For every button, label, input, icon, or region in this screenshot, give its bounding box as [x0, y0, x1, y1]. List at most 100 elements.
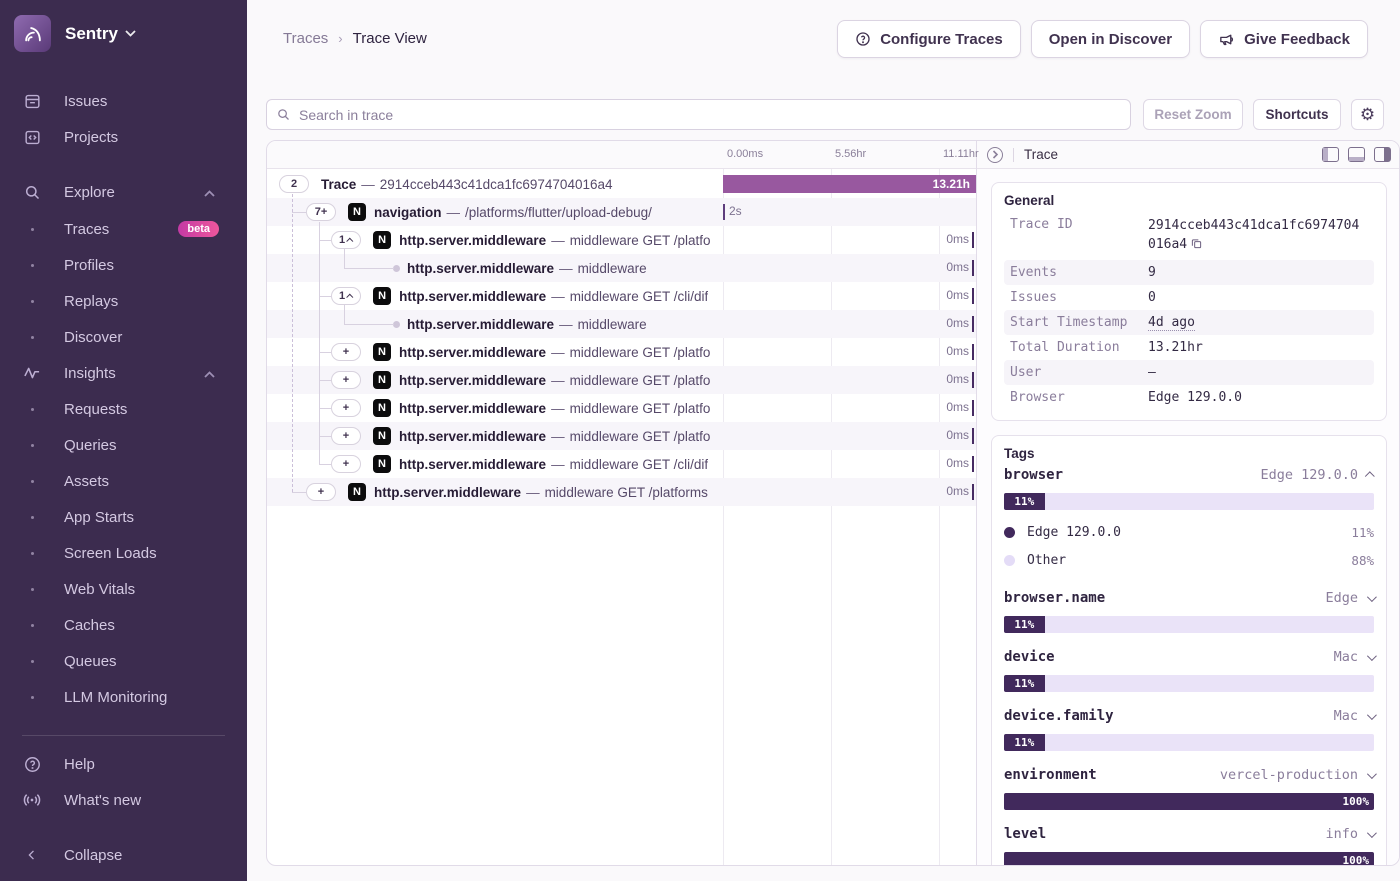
legend-item[interactable]: Other 88% [1004, 546, 1374, 574]
sidebar-item-requests[interactable]: Requests [0, 391, 247, 427]
configure-traces-button[interactable]: Configure Traces [837, 20, 1021, 58]
leaf-dot-icon [393, 265, 400, 272]
expand-badge[interactable]: + [331, 455, 361, 473]
sidebar-item-insights[interactable]: Insights [0, 355, 247, 391]
search-input[interactable] [266, 99, 1131, 130]
search-icon [22, 182, 42, 202]
tag-toggle[interactable]: browser Edge 129.0.0 [1004, 467, 1375, 489]
expand-badge[interactable]: + [331, 371, 361, 389]
span-duration-bar [972, 232, 974, 248]
collapse-badge[interactable]: 1 [331, 231, 362, 249]
expand-badge[interactable]: + [331, 399, 361, 417]
bullet-icon [30, 623, 34, 627]
chevron-right-circle-icon[interactable] [987, 146, 1003, 163]
sidebar-item-app-starts[interactable]: App Starts [0, 499, 247, 535]
settings-gear-button[interactable]: ⚙ [1351, 99, 1384, 130]
span-row-middleware[interactable]: + N http.server.middleware — middleware GE… [267, 366, 976, 394]
chevron-right-icon: › [338, 31, 343, 46]
trace-detail-drawer: Trace General Trace ID 2914cceb443c41dca… [976, 141, 1399, 865]
tag-toggle[interactable]: level info [1004, 826, 1377, 848]
expand-badge[interactable]: 2 [279, 175, 309, 193]
sidebar-item-discover[interactable]: Discover [0, 319, 247, 355]
tag-group-device: device Mac 11% [1004, 649, 1377, 692]
chevron-up-icon [1364, 470, 1375, 481]
leaf-dot-icon [393, 321, 400, 328]
sidebar-item-replays[interactable]: Replays [0, 283, 247, 319]
page-header: Traces › Trace View Configure Traces Ope… [247, 0, 1400, 80]
sidebar-item-web-vitals[interactable]: Web Vitals [0, 571, 247, 607]
sidebar-item-projects[interactable]: Projects [0, 119, 247, 155]
section-title: Tags [1004, 446, 1035, 461]
expand-badge[interactable]: + [331, 427, 361, 445]
layout-right-icon[interactable] [1374, 147, 1391, 162]
tag-distribution-bar[interactable]: 100% [1004, 793, 1374, 810]
sidebar-item-help[interactable]: Help [0, 746, 247, 782]
sidebar-item-profiles[interactable]: Profiles [0, 247, 247, 283]
span-duration-label: 0ms [946, 428, 969, 442]
bullet-icon [30, 659, 34, 663]
legend-item[interactable]: Edge 129.0.0 11% [1004, 518, 1374, 546]
sidebar-item-traces[interactable]: Traces beta [0, 211, 247, 247]
chevron-down-icon [1366, 650, 1377, 661]
beta-badge: beta [178, 221, 219, 237]
tag-toggle[interactable]: browser.name Edge [1004, 590, 1377, 612]
reset-zoom-button[interactable]: Reset Zoom [1143, 99, 1243, 130]
span-row-middleware[interactable]: 1 N http.server.middleware — middleware GE… [267, 282, 976, 310]
layout-bottom-icon[interactable] [1348, 147, 1365, 162]
search-icon [276, 107, 291, 127]
tag-distribution-bar[interactable]: 11% [1004, 734, 1374, 751]
sidebar-item-caches[interactable]: Caches [0, 607, 247, 643]
tag-distribution-bar[interactable]: 11% [1004, 616, 1374, 633]
trace-duration-bar[interactable]: 13.21h [723, 175, 976, 193]
sidebar-item-llm-monitoring[interactable]: LLM Monitoring [0, 679, 247, 715]
span-row-middleware[interactable]: + N http.server.middleware — middleware GE… [267, 422, 976, 450]
span-row-middleware[interactable]: + N http.server.middleware — middleware GE… [267, 394, 976, 422]
sidebar-item-issues[interactable]: Issues [0, 83, 247, 119]
sidebar-item-queues[interactable]: Queues [0, 643, 247, 679]
span-row-navigation[interactable]: 7+ N navigation —/platforms/flutter/uploa… [267, 198, 976, 226]
expand-badge[interactable]: + [331, 343, 361, 361]
give-feedback-button[interactable]: Give Feedback [1200, 20, 1368, 58]
span-duration-label: 0ms [946, 400, 969, 414]
collapse-badge[interactable]: 1 [331, 287, 362, 305]
sidebar-item-screen-loads[interactable]: Screen Loads [0, 535, 247, 571]
tag-distribution-bar[interactable]: 100% [1004, 852, 1374, 865]
tag-group-browser-name: browser.name Edge 11% [1004, 590, 1377, 633]
general-row-events: Events 9 [1004, 260, 1374, 285]
sidebar-item-whats-new[interactable]: What's new [0, 782, 247, 818]
span-row-middleware[interactable]: 1 N http.server.middleware — middleware GE… [267, 226, 976, 254]
sidebar-collapse-button[interactable]: Collapse [0, 837, 247, 873]
span-row-middleware[interactable]: + N http.server.middleware — middleware GE… [267, 450, 976, 478]
tag-toggle[interactable]: environment vercel-production [1004, 767, 1377, 789]
copy-icon[interactable] [1191, 237, 1202, 256]
general-row-user: User — [1004, 360, 1374, 385]
layout-left-icon[interactable] [1322, 147, 1339, 162]
tag-toggle[interactable]: device.family Mac [1004, 708, 1377, 730]
sidebar-item-queries[interactable]: Queries [0, 427, 247, 463]
span-row-middleware[interactable]: + N http.server.middleware — middleware GE… [267, 478, 976, 506]
tree-connector [344, 249, 345, 268]
open-in-discover-button[interactable]: Open in Discover [1030, 20, 1191, 58]
divider [1013, 147, 1014, 162]
bullet-icon [30, 227, 34, 231]
span-duration-bar [972, 316, 974, 332]
sidebar-item-assets[interactable]: Assets [0, 463, 247, 499]
tree-connector [319, 296, 331, 297]
shortcuts-button[interactable]: Shortcuts [1253, 99, 1341, 130]
expand-badge[interactable]: + [306, 483, 336, 501]
span-duration-bar [972, 288, 974, 304]
span-row-trace-root[interactable]: 2 Trace —2914cceb443c41dca1fc6974704016a4… [267, 170, 976, 198]
tag-toggle[interactable]: device Mac [1004, 649, 1377, 671]
span-row-middleware[interactable]: + N http.server.middleware — middleware GE… [267, 338, 976, 366]
tag-distribution-bar[interactable]: 11% [1004, 675, 1374, 692]
breadcrumb-traces[interactable]: Traces [283, 30, 329, 47]
span-duration-bar [972, 372, 974, 388]
general-row-browser: Browser Edge 129.0.0 [1010, 390, 1242, 405]
broadcast-icon [22, 790, 42, 810]
trace-search [266, 99, 1131, 130]
org-switcher[interactable]: Sentry [14, 15, 136, 52]
tag-distribution-bar[interactable]: 11% [1004, 493, 1374, 510]
timeline-tick: 0.00ms [727, 148, 764, 160]
expand-badge[interactable]: 7+ [306, 203, 336, 221]
sidebar-item-explore[interactable]: Explore [0, 174, 247, 210]
